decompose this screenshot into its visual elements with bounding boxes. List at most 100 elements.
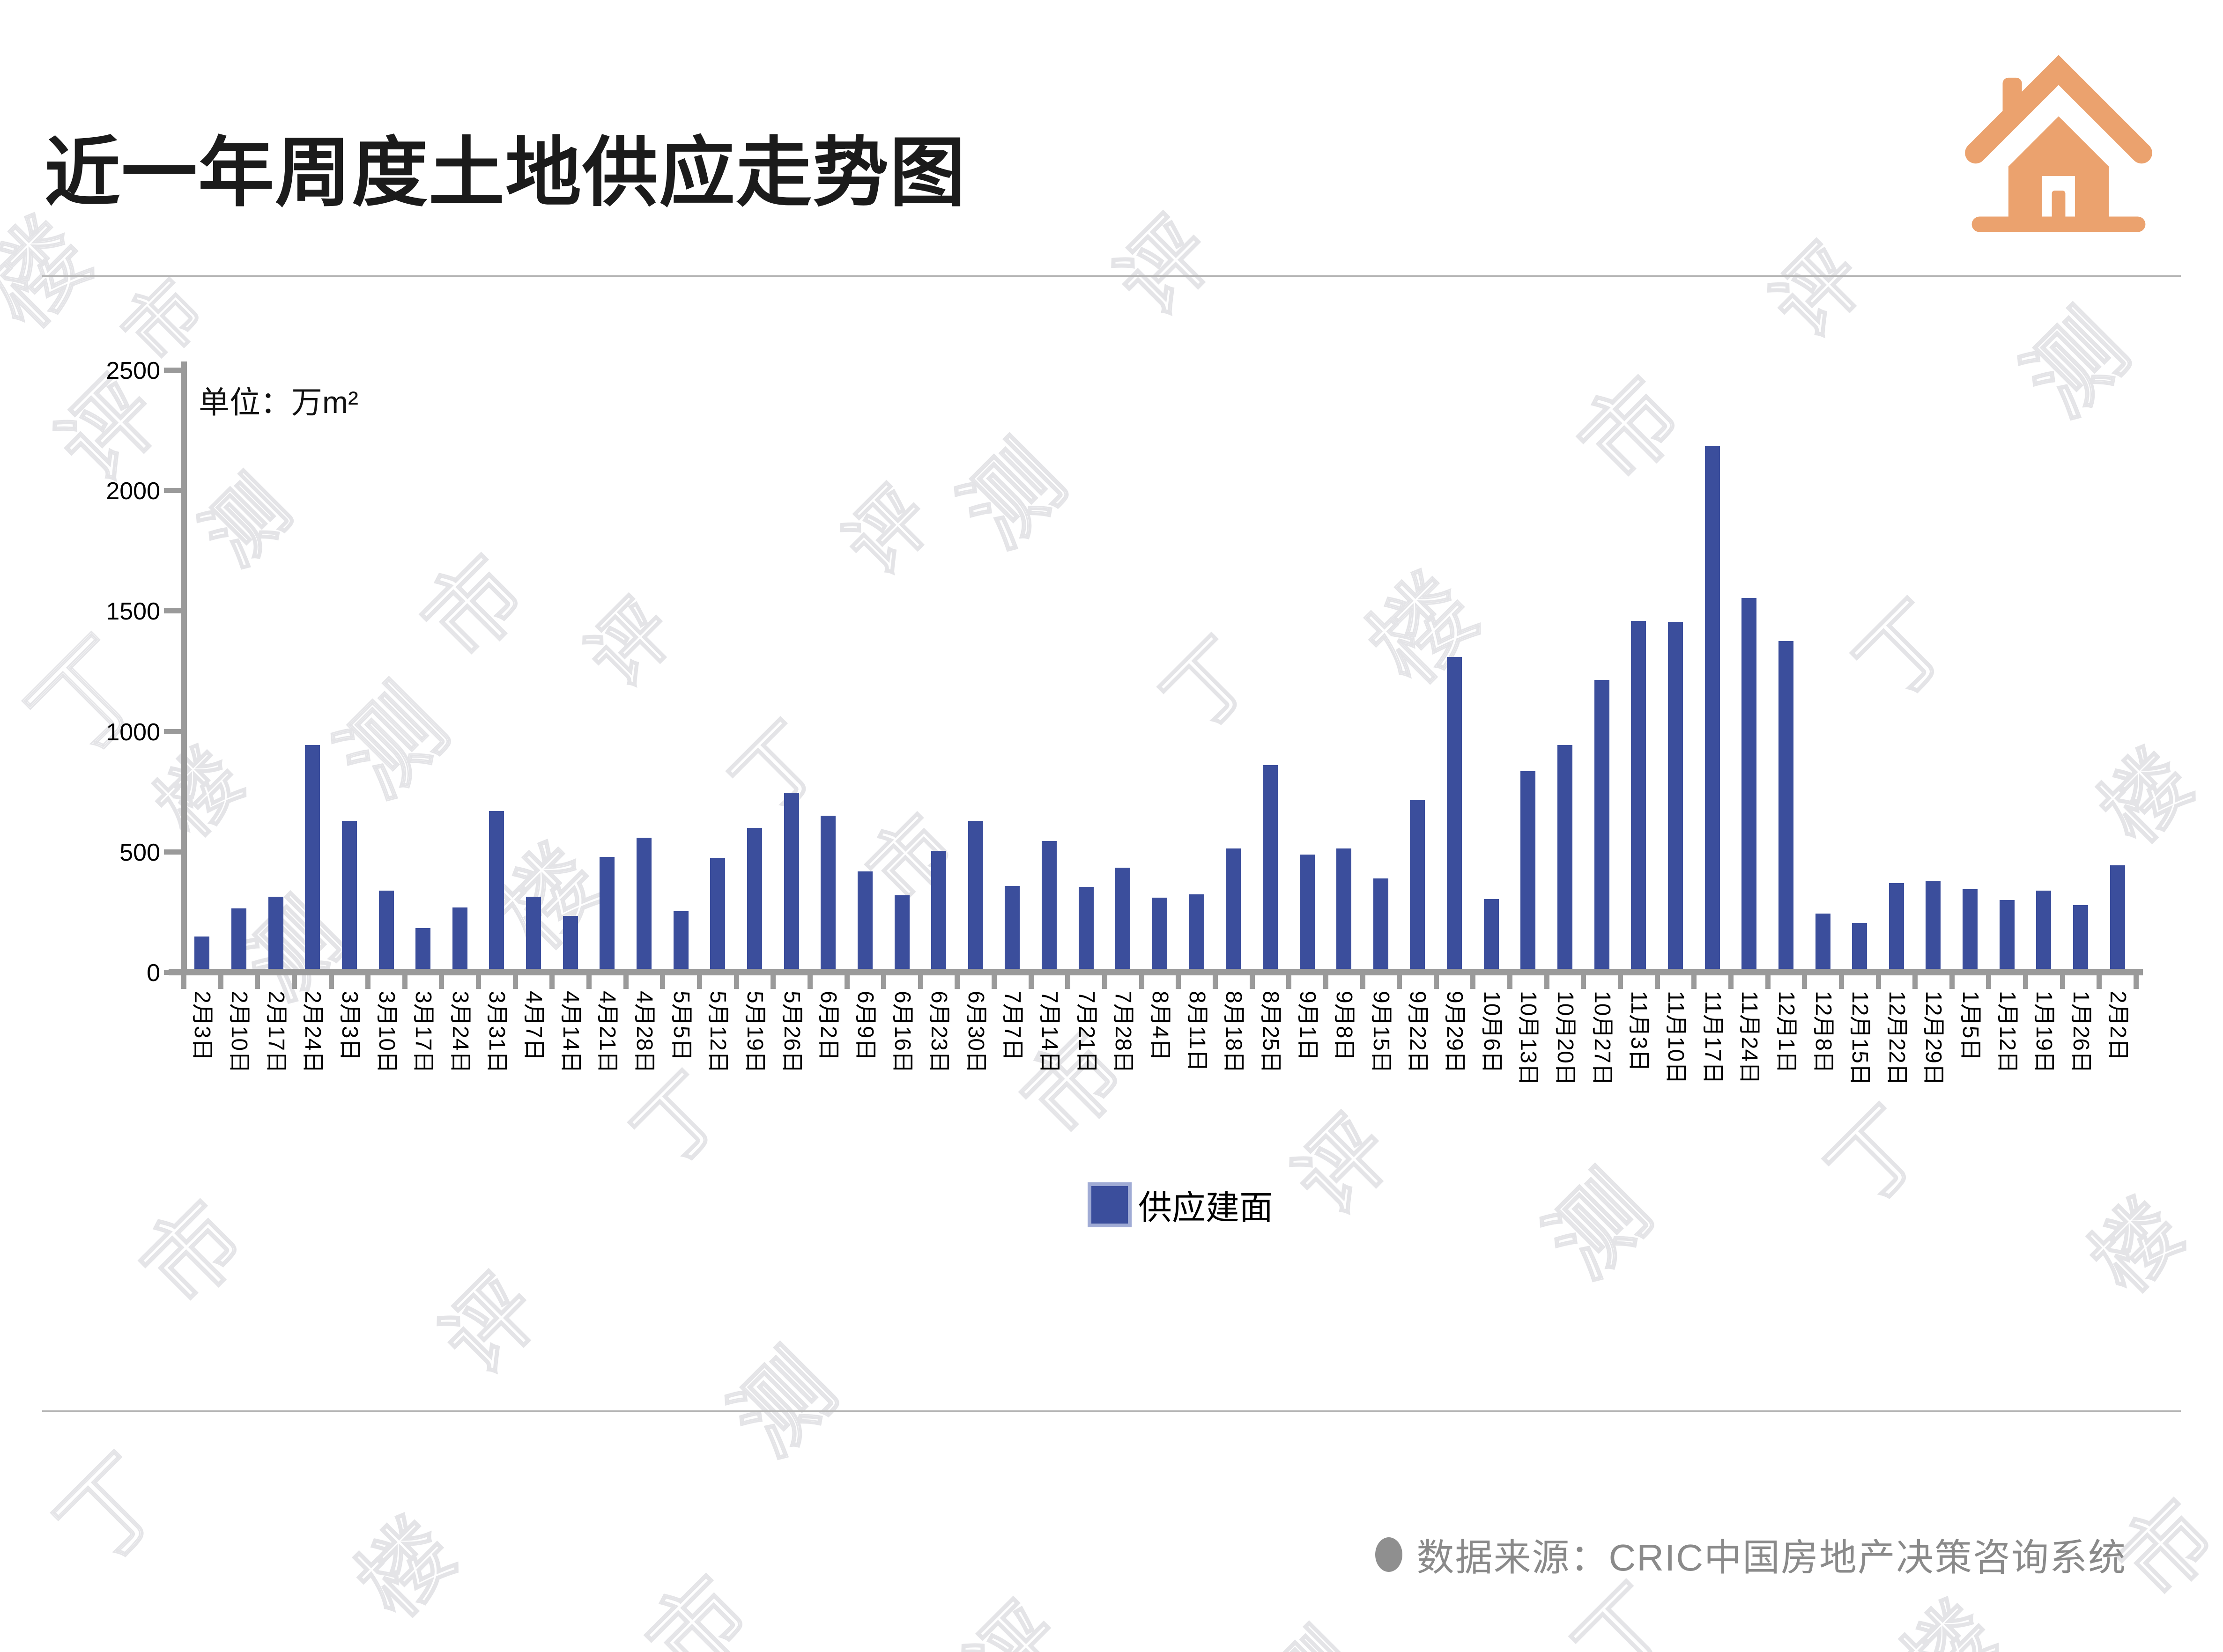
bar [931,851,946,969]
y-tick-mark [164,488,182,494]
x-category-label: 1月26日 [2068,991,2093,1074]
x-category-label: 9月15日 [1369,991,1393,1074]
x-tick-mark [1838,975,1844,989]
x-category-label: 2月3日 [190,991,215,1061]
x-category-label: 11月3日 [1626,991,1651,1072]
x-tick-mark [1765,975,1771,989]
bar [1926,881,1941,969]
x-tick-mark [807,975,813,989]
x-tick-mark [1397,975,1402,989]
bar [1631,621,1646,969]
y-tick-mark [164,729,182,734]
x-tick-mark [697,975,702,989]
x-tick-mark [328,975,334,989]
bar [1668,622,1683,969]
bar [1373,878,1388,969]
x-category-label: 7月14日 [1037,991,1062,1074]
x-category-label: 11月17日 [1700,991,1725,1084]
x-category-label: 10月13日 [1516,991,1541,1086]
x-category-label: 6月2日 [816,991,841,1061]
bar [895,895,910,969]
footer-divider [42,1410,2181,1412]
bar [268,897,283,969]
x-tick-mark [881,975,887,989]
bar [1889,883,1904,969]
x-axis-line [169,969,2143,975]
bar [1336,848,1351,969]
x-tick-mark [291,975,297,989]
house-icon [1965,55,2152,232]
x-tick-mark [2134,975,2139,989]
x-category-label: 12月8日 [1811,991,1836,1074]
dot-icon [1375,1537,1403,1572]
x-category-label: 4月7日 [521,991,546,1061]
x-tick-mark [1102,975,1108,989]
y-tick-label: 2500 [106,357,160,384]
x-category-label: 8月11日 [1185,991,1209,1072]
x-category-label: 8月25日 [1258,991,1283,1074]
bar [858,871,873,969]
x-category-label: 7月28日 [1111,991,1135,1074]
x-category-label: 3月10日 [374,991,399,1074]
x-category-label: 1月5日 [1958,991,1983,1061]
bar [526,897,541,969]
bar [231,908,246,969]
legend-label: 供应建面 [1138,1189,1274,1227]
x-tick-mark [476,975,482,989]
x-category-label: 11月24日 [1737,991,1762,1084]
y-tick-mark [164,849,182,855]
bar [784,793,799,969]
x-tick-mark [1433,975,1439,989]
x-tick-mark [1360,975,1365,989]
x-category-label: 2月2日 [2105,991,2130,1061]
bar [1300,855,1315,969]
bar [1778,641,1793,969]
x-category-label: 12月29日 [1921,991,1946,1086]
x-tick-mark [1728,975,1734,989]
bar [489,811,504,969]
y-tick-label: 500 [119,839,160,866]
y-tick-mark [164,970,182,975]
x-category-label: 1月12日 [1995,991,2020,1074]
x-category-label: 10月20日 [1553,991,1578,1086]
bar [1152,898,1167,969]
bar [1557,745,1572,969]
bar [452,907,467,969]
y-tick-mark [164,368,182,373]
x-tick-mark [2023,975,2029,989]
x-category-label: 9月8日 [1332,991,1356,1061]
x-tick-mark [549,975,555,989]
x-category-label: 9月29日 [1442,991,1467,1074]
legend-swatch-icon [1088,1182,1132,1227]
x-tick-mark [1065,975,1071,989]
bar [2073,905,2088,969]
bar [1447,657,1462,969]
x-tick-mark [1470,975,1476,989]
x-tick-mark [1875,975,1881,989]
bar [637,838,652,969]
bar [821,816,836,969]
bar [342,821,357,969]
x-category-label: 2月17日 [264,991,289,1074]
x-category-label: 12月15日 [1847,991,1872,1086]
x-tick-mark [255,975,260,989]
x-category-label: 2月24日 [300,991,325,1074]
y-tick-label: 1000 [106,718,160,746]
bar [1226,848,1241,969]
y-tick-mark [164,608,182,614]
x-tick-mark [181,975,186,989]
x-category-label: 9月1日 [1295,991,1320,1061]
x-category-label: 5月5日 [669,991,694,1061]
bar [305,745,320,969]
bar [2036,891,2051,969]
x-category-label: 6月16日 [890,991,915,1074]
x-category-label: 10月6日 [1479,991,1504,1074]
x-tick-mark [1802,975,1808,989]
x-tick-mark [734,975,739,989]
x-category-label: 8月18日 [1221,991,1246,1074]
bar [1594,680,1609,969]
x-category-label: 12月1日 [1774,991,1799,1074]
bar [1115,868,1130,969]
x-category-label: 6月9日 [853,991,878,1061]
